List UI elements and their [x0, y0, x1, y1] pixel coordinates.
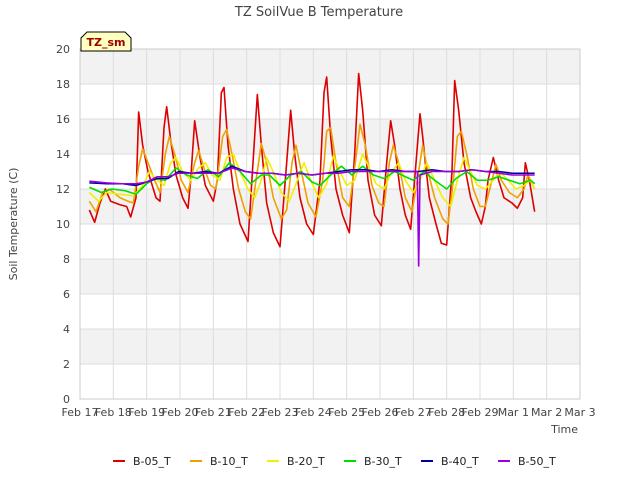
y-tick-labels: 0 2 4 6 8 10 12 14 16 18 20 — [56, 43, 70, 406]
x-tick-label: Feb 17 — [62, 406, 99, 419]
x-tick-label: Mar 3 — [564, 406, 595, 419]
legend-label-B-10_T: B-10_T — [210, 455, 248, 468]
series-line-B-50_T — [89, 167, 535, 267]
site-label: TZ_sm — [87, 36, 126, 49]
x-tick-label: Feb 25 — [328, 406, 365, 419]
x-tick-label: Mar 1 — [498, 406, 529, 419]
x-tick-label: Feb 28 — [428, 406, 465, 419]
legend: B-05_T B-10_T B-20_T B-30_T B-40_T B-50_T — [113, 455, 556, 468]
plot-band — [80, 259, 580, 294]
series-line-B-10_T — [88, 123, 536, 225]
x-tick-label: Feb 22 — [228, 406, 265, 419]
y-tick-label: 4 — [63, 323, 70, 336]
plot-band — [80, 329, 580, 364]
x-axis-label: Time — [550, 423, 578, 436]
plot-background — [80, 49, 580, 399]
y-tick-label: 20 — [56, 43, 70, 56]
y-tick-label: 0 — [63, 393, 70, 406]
series-line-B-20_T — [88, 153, 536, 208]
y-tick-label: 12 — [56, 183, 70, 196]
legend-label-B-40_T: B-40_T — [441, 455, 479, 468]
legend-label-B-30_T: B-30_T — [364, 455, 402, 468]
x-tick-label: Mar 2 — [531, 406, 562, 419]
legend-label-B-50_T: B-50_T — [518, 455, 556, 468]
y-tick-label: 18 — [56, 78, 70, 91]
plot-band — [80, 49, 580, 84]
plot-band — [80, 294, 580, 329]
y-tick-label: 6 — [63, 288, 70, 301]
series-line-B-05_T — [88, 72, 536, 248]
plot-band — [80, 224, 580, 259]
y-tick-label: 2 — [63, 358, 70, 371]
y-tick-label: 10 — [56, 218, 70, 231]
legend-label-B-05_T: B-05_T — [133, 455, 171, 468]
plot-band — [80, 364, 580, 399]
x-tick-label: Feb 26 — [362, 406, 399, 419]
x-tick-label: Feb 19 — [128, 406, 165, 419]
chart-title: TZ SoilVue B Temperature — [234, 5, 403, 20]
x-tick-label: Feb 27 — [395, 406, 432, 419]
x-tick-label: Feb 24 — [295, 406, 332, 419]
site-label-background — [80, 31, 132, 52]
plot-band — [80, 189, 580, 224]
series-lines — [88, 72, 536, 267]
x-tick-label: Feb 20 — [162, 406, 199, 419]
y-axis-label: Soil Temperature (C) — [7, 168, 20, 281]
plot-frame — [79, 48, 581, 400]
plot-band — [80, 84, 580, 119]
y-tick-label: 16 — [56, 113, 70, 126]
x-tick-label: Feb 23 — [262, 406, 299, 419]
x-tick-label: Feb 29 — [462, 406, 499, 419]
site-label-box: TZ_sm — [80, 31, 132, 52]
x-tick-label: Feb 18 — [95, 406, 132, 419]
y-tick-label: 14 — [56, 148, 70, 161]
y-tick-label: 8 — [63, 253, 70, 266]
legend-label-B-20_T: B-20_T — [287, 455, 325, 468]
x-tick-label: Feb 21 — [195, 406, 232, 419]
